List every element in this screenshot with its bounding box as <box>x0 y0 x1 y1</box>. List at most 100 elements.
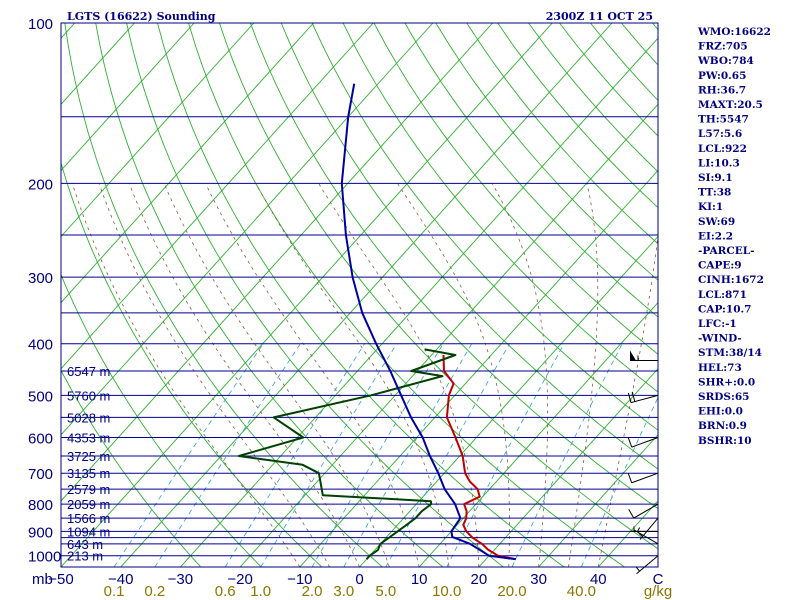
wind-barb <box>627 437 659 448</box>
temperature-line <box>442 354 516 561</box>
height-label: 5028 m <box>67 410 110 425</box>
stability-index: L57:5.6 <box>698 128 742 140</box>
plot-frame <box>60 22 659 568</box>
pressure-tick-label: 700 <box>28 466 53 483</box>
stability-index: RH:36.7 <box>698 84 746 96</box>
dry-adiabat-line <box>64 23 383 567</box>
moist-adiabat-line <box>397 183 510 567</box>
height-label: 4353 m <box>67 431 110 446</box>
moist-adiabat-line <box>71 183 301 567</box>
height-label: 3135 m <box>67 466 110 481</box>
wind-barb <box>627 472 659 484</box>
stability-index: EHI:0.0 <box>698 406 743 418</box>
pressure-tick-label: 300 <box>28 270 53 287</box>
isotherm-line <box>478 368 658 567</box>
mixing-ratio-line <box>385 343 510 567</box>
temperature-tick-label: −30 <box>168 571 193 588</box>
moist-adiabat-line <box>568 183 599 567</box>
dry-adiabat-line <box>61 369 202 567</box>
isotherm-line <box>61 23 434 436</box>
isotherm-line <box>538 434 658 567</box>
mixing-unit-label: g/kg <box>644 583 672 600</box>
moist-adiabat-line <box>255 183 450 567</box>
pressure-tick-label: 900 <box>28 524 53 541</box>
parcel-line <box>340 83 516 561</box>
mixing-ratio-label: 0.2 <box>144 583 165 600</box>
height-label: 2059 m <box>67 497 110 512</box>
stability-index: KI:1 <box>698 201 723 213</box>
isotherm-line <box>418 301 658 567</box>
stability-index: LCL:922 <box>698 143 747 155</box>
mixing-ratio-label: 1.0 <box>250 583 271 600</box>
mixing-ratio-line <box>224 343 365 567</box>
moist-adiabat-line <box>128 183 360 567</box>
mixing-ratio-line <box>343 343 473 567</box>
pressure-tick-label: 200 <box>28 176 53 193</box>
stability-index: -PARCEL- <box>698 245 754 257</box>
dry-adiabat-line <box>280 23 658 470</box>
height-label: 643 m <box>67 537 103 552</box>
dry-adiabat-line <box>466 23 658 245</box>
isotherm-line <box>120 23 613 567</box>
temperature-tick-label: 30 <box>530 571 547 588</box>
chart-title: LGTS (16622) Sounding <box>67 10 216 23</box>
wind-barb <box>638 517 659 540</box>
isotherm-line <box>61 23 314 304</box>
stability-index: LI:10.3 <box>698 157 740 169</box>
stability-index: TT:38 <box>698 187 731 199</box>
mixing-ratio-line <box>311 343 444 567</box>
mixing-ratio-line <box>511 343 623 567</box>
temperature-tick-label: −10 <box>287 571 312 588</box>
mixing-ratio-line <box>260 343 398 567</box>
moist-adiabat-line <box>163 183 390 567</box>
isotherm-line <box>180 37 658 567</box>
stability-index: TH:5547 <box>698 114 749 126</box>
dry-adiabat-line <box>311 23 658 431</box>
isotherm-line <box>61 23 374 370</box>
stability-index: PW:0.65 <box>698 70 746 82</box>
wind-barb <box>628 503 659 519</box>
stability-index: CAPE:9 <box>698 260 742 272</box>
isotherm-line <box>61 23 493 502</box>
pressure-tick-label: 500 <box>28 388 53 405</box>
temperature-tick-label: −40 <box>108 571 133 588</box>
temperature-tick-label: 40 <box>590 571 607 588</box>
temperature-tick-label: 10 <box>411 571 428 588</box>
stability-index: CINH:1672 <box>698 274 764 286</box>
wind-barb <box>627 391 659 404</box>
stability-index: WBO:784 <box>697 55 754 67</box>
pressure-tick-label: 800 <box>28 497 53 514</box>
isotherm-line <box>61 23 255 238</box>
pressure-unit-label: mb <box>32 571 53 588</box>
stability-index: BSHR:10 <box>698 435 752 447</box>
mixing-ratio-label: 3.0 <box>333 583 354 600</box>
mixing-ratio-label: 0.1 <box>104 583 125 600</box>
stability-index: LFC:-1 <box>698 318 737 330</box>
height-label: 213 m <box>67 549 103 564</box>
mixing-ratio-line <box>113 343 264 567</box>
stability-index: CAP:10.7 <box>698 303 751 315</box>
pressure-tick-label: 400 <box>28 337 53 354</box>
height-label: 6547 m <box>67 364 110 379</box>
stability-index: SI:9.1 <box>698 172 733 184</box>
stability-index: WMO:16622 <box>697 26 771 38</box>
isotherm-line <box>61 23 195 172</box>
dry-adiabat-line <box>435 23 658 281</box>
dry-adiabat-line <box>218 23 658 550</box>
stability-index: MAXT:20.5 <box>698 99 763 111</box>
stability-index: -WIND- <box>698 333 742 345</box>
pressure-tick-label: 100 <box>28 16 53 33</box>
valid-time: 2300Z 11 OCT 25 <box>546 10 653 23</box>
height-label: 3725 m <box>67 449 110 464</box>
height-label: 5760 m <box>67 388 110 403</box>
dry-adiabat-line <box>249 23 658 510</box>
mixing-ratio-line <box>154 343 301 567</box>
dry-adiabat-line <box>61 161 323 567</box>
pressure-tick-label: 600 <box>28 431 53 448</box>
stability-index: FRZ:705 <box>698 41 748 53</box>
moist-adiabat-line <box>491 183 548 567</box>
wind-barb <box>636 555 659 575</box>
height-label: 2579 m <box>67 482 110 497</box>
mixing-ratio-line <box>581 396 658 567</box>
